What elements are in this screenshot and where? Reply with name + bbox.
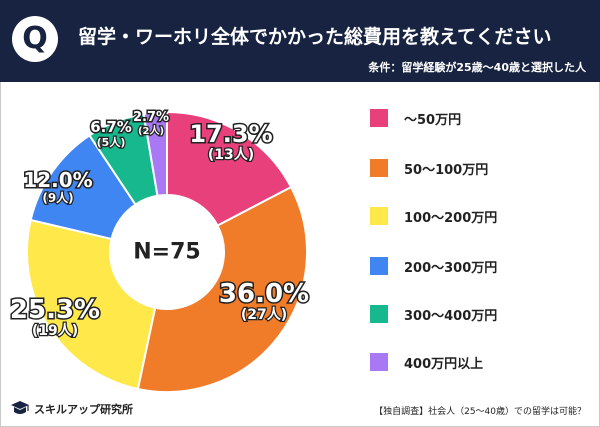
legend-swatch (370, 353, 388, 371)
question-badge: Q (12, 16, 58, 62)
header-bar: Q 留学・ワーホリ全体でかかった総費用を教えてください 条件：留学経験が25歳〜… (0, 0, 600, 82)
legend-label: 50〜100万円 (404, 162, 489, 178)
center-label: N=75 (133, 240, 200, 265)
legend-swatch (370, 305, 388, 323)
legend-label: 〜50万円 (404, 112, 462, 128)
slice-count-label: (19人) (32, 322, 78, 339)
slice-percent-label: 2.7% (133, 110, 169, 125)
page-subtitle: 条件：留学経験が25歳〜40歳と選択した人 (368, 61, 586, 74)
page-title: 留学・ワーホリ全体でかかった総費用を教えてください (78, 26, 552, 48)
pie-slice (136, 185, 308, 393)
footer-logo: スキルアップ研究所 (10, 400, 133, 418)
slice-percent-label: 17.3% (189, 120, 272, 148)
legend-swatch (370, 207, 388, 225)
pie-slice (166, 110, 293, 227)
graduation-cap-icon (11, 401, 29, 414)
legend-item: 200〜300万円 (370, 256, 497, 276)
legend-swatch (370, 257, 388, 275)
legend-label: 400万円以上 (404, 356, 484, 372)
legend-label: 300〜400万円 (404, 308, 498, 324)
donut-chart: 17.3%(13人) 36.0%(27人) 25.3%(19人) 12.0%(9人) 6… (8, 109, 311, 393)
legend-swatch (370, 109, 388, 127)
slice-count-label: (9人) (42, 190, 73, 205)
slice-count-label: (27人) (241, 306, 287, 323)
slice-percent-label: 25.3% (10, 295, 100, 325)
pie-slice (26, 218, 157, 391)
legend-item: 50〜100万円 (370, 158, 488, 178)
slice-count-label: (2人) (138, 124, 164, 137)
legend-label: 200〜300万円 (404, 260, 498, 276)
legend-swatch (370, 159, 388, 177)
slice-count-label: (5人) (97, 135, 126, 149)
footer-source: 【独自調査】社会人（25〜40歳）での留学は可能？ (374, 407, 586, 417)
slice-count-label: (13人) (208, 146, 254, 163)
logo-text: スキルアップ研究所 (34, 403, 133, 416)
slice-percent-label: 6.7% (90, 118, 132, 136)
legend-item: 〜50万円 (370, 108, 461, 128)
legend-item: 100〜200万円 (370, 206, 497, 226)
slice-percent-label: 36.0% (219, 279, 309, 309)
legend-label: 100〜200万円 (404, 210, 498, 226)
slice-percent-label: 12.0% (23, 168, 92, 192)
pie-slice (142, 110, 168, 197)
legend-item: 300〜400万円 (370, 304, 497, 324)
legend-item: 400万円以上 (370, 352, 483, 372)
